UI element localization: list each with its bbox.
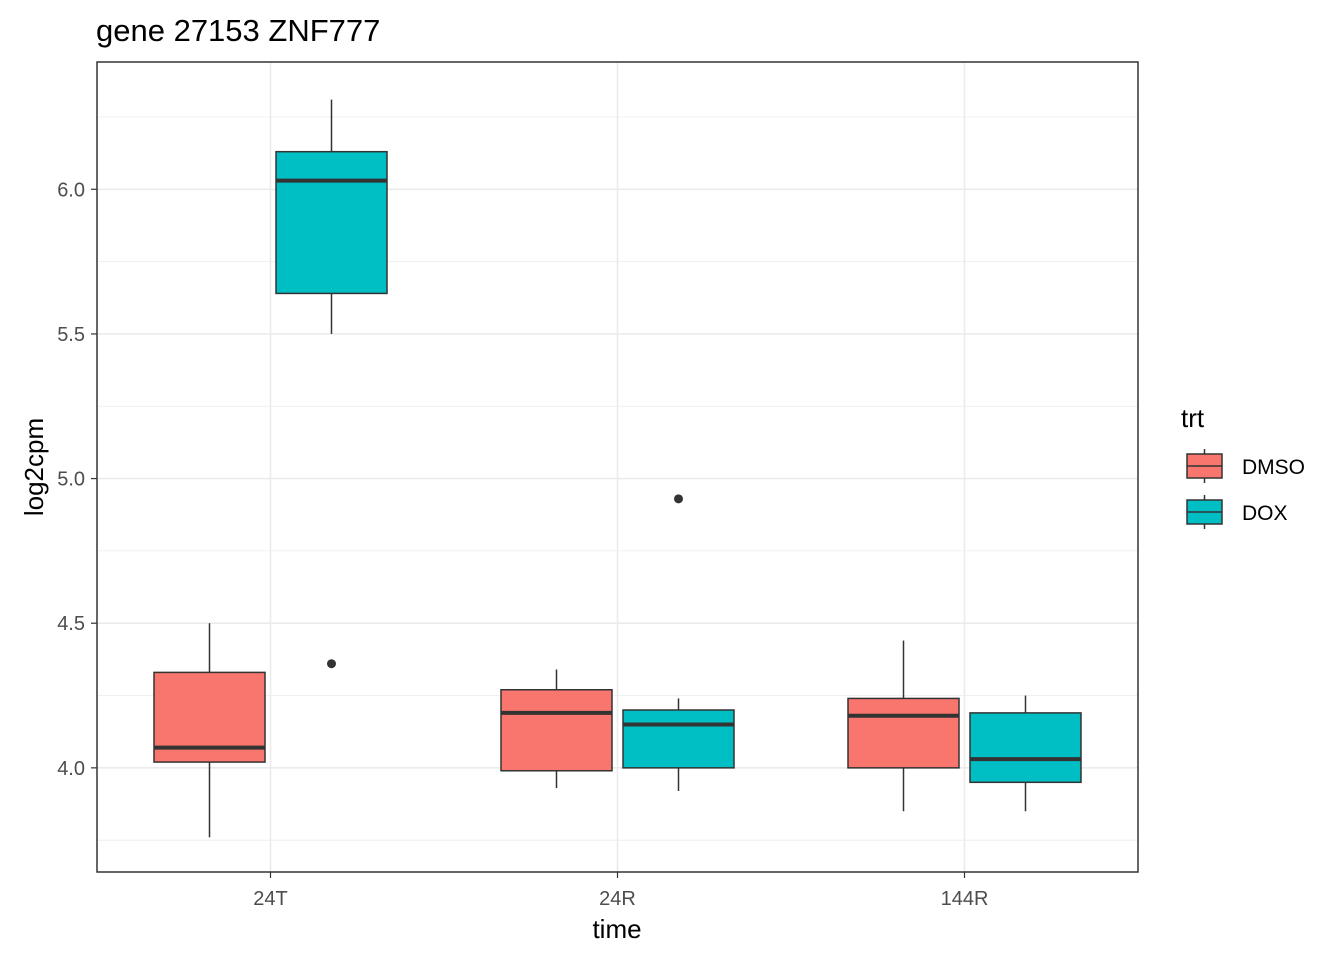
x-tick-label: 24R (599, 888, 636, 910)
box-iqr (847, 697, 960, 769)
box-iqr (969, 712, 1082, 784)
boxplot-dmso-24t (153, 623, 266, 838)
y-tick-label: 5.5 (57, 324, 85, 346)
x-axis-title: time (592, 914, 641, 944)
boxplot-dox-144r (969, 695, 1082, 812)
legend-label: DMSO (1242, 456, 1305, 479)
y-tick-label: 5.0 (57, 469, 85, 491)
y-tick-label: 4.0 (57, 758, 85, 780)
legend-label: DOX (1242, 502, 1288, 525)
boxplot-dmso-24r (500, 669, 613, 789)
x-tick-label: 24T (253, 888, 287, 910)
boxplots (153, 99, 1082, 838)
boxplot-dox-24t (275, 99, 388, 669)
boxplot-dox-24r (622, 494, 735, 791)
x-axis: 24T 24R 144R (253, 872, 988, 910)
box-iqr (622, 709, 735, 769)
y-axis: 4.0 4.5 5.0 5.5 6.0 (57, 179, 97, 780)
legend-title: trt (1181, 403, 1205, 433)
y-tick-label: 4.5 (57, 613, 85, 635)
legend: trt DMSO DOX (1181, 403, 1305, 529)
y-axis-title: log2cpm (19, 418, 49, 516)
legend-item-dox: DOX (1186, 495, 1288, 529)
box-iqr (500, 689, 613, 772)
legend-item-dmso: DMSO (1186, 449, 1305, 483)
outlier-point (327, 659, 336, 669)
outlier-point (674, 494, 683, 504)
chart-title: gene 27153 ZNF777 (96, 13, 380, 48)
boxplot-dmso-144r (847, 640, 960, 812)
box-iqr (275, 150, 388, 295)
y-tick-label: 6.0 (57, 179, 85, 201)
x-tick-label: 144R (941, 888, 989, 910)
plot-panel (96, 61, 1139, 873)
grid-lines (97, 62, 1138, 872)
